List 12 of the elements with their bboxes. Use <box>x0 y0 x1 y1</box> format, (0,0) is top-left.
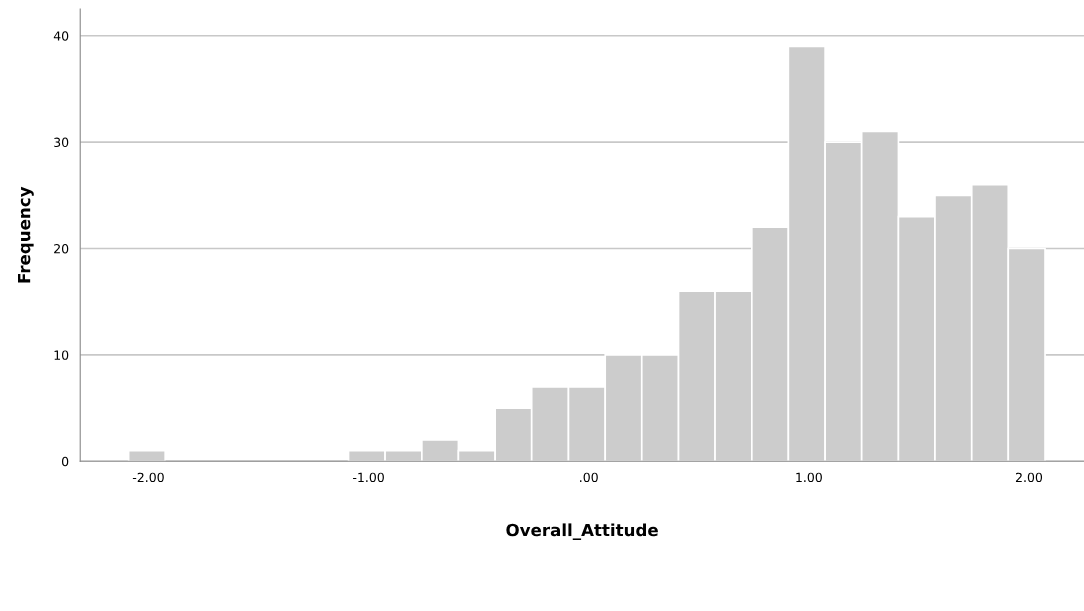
x-axis-title: Overall_Attitude <box>506 523 658 540</box>
y-tick-label: 0 <box>61 456 69 467</box>
x-tick-label: 1.00 <box>796 472 822 483</box>
x-tick-label: .00 <box>580 472 598 483</box>
y-tick-label: 40 <box>53 31 69 41</box>
y-tick-label: 10 <box>54 350 69 360</box>
y-axis-title: Frequency <box>18 186 34 283</box>
x-tick-label: 2.00 <box>1015 472 1043 483</box>
x-tick-label: -1.00 <box>353 472 384 483</box>
y-tick-label: 20 <box>54 244 69 254</box>
x-tick-label: -2.00 <box>132 472 164 483</box>
y-tick-label: 30 <box>54 137 69 148</box>
